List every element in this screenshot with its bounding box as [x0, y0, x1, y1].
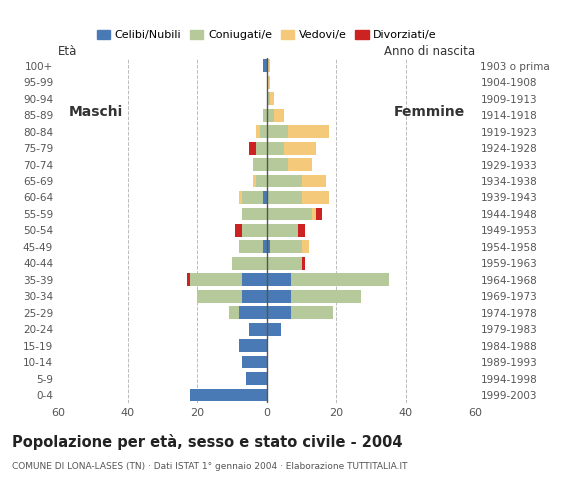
Bar [232, 257, 267, 270]
Bar [197, 290, 242, 303]
Bar [267, 257, 302, 270]
Bar [302, 175, 326, 188]
Bar [274, 109, 284, 121]
Text: Anno di nascita: Anno di nascita [385, 45, 476, 58]
Text: Età: Età [58, 45, 77, 58]
Bar [270, 240, 302, 253]
Bar [291, 290, 361, 303]
Bar [267, 323, 281, 336]
Bar [267, 224, 298, 237]
Bar [267, 125, 288, 138]
Bar [267, 60, 270, 72]
Text: COMUNE DI LONA-LASES (TN) · Dati ISTAT 1° gennaio 2004 · Elaborazione TUTTITALIA: COMUNE DI LONA-LASES (TN) · Dati ISTAT 1… [12, 462, 407, 471]
Bar [267, 158, 288, 171]
Bar [229, 306, 239, 319]
Bar [267, 142, 284, 155]
Bar [253, 175, 256, 188]
Bar [263, 60, 267, 72]
Legend: Celibi/Nubili, Coniugati/e, Vedovi/e, Divorziati/e: Celibi/Nubili, Coniugati/e, Vedovi/e, Di… [92, 25, 441, 45]
Bar [298, 224, 305, 237]
Bar [260, 125, 267, 138]
Bar [242, 356, 267, 369]
Bar [302, 240, 309, 253]
Bar [242, 207, 267, 220]
Bar [267, 109, 274, 121]
Bar [190, 388, 267, 401]
Bar [256, 142, 267, 155]
Bar [242, 290, 267, 303]
Bar [256, 175, 267, 188]
Bar [242, 191, 263, 204]
Bar [239, 191, 242, 204]
Bar [267, 76, 270, 89]
Bar [302, 191, 329, 204]
Bar [249, 142, 256, 155]
Bar [267, 273, 291, 286]
Bar [267, 290, 291, 303]
Bar [291, 306, 333, 319]
Bar [267, 175, 302, 188]
Bar [239, 240, 263, 253]
Bar [239, 339, 267, 352]
Bar [242, 224, 267, 237]
Bar [263, 191, 267, 204]
Bar [288, 158, 312, 171]
Bar [302, 257, 305, 270]
Bar [267, 240, 270, 253]
Bar [284, 142, 316, 155]
Bar [235, 224, 242, 237]
Bar [291, 273, 389, 286]
Bar [253, 158, 267, 171]
Bar [242, 273, 267, 286]
Bar [256, 125, 260, 138]
Bar [288, 125, 329, 138]
Bar [249, 323, 267, 336]
Bar [267, 92, 270, 105]
Bar [246, 372, 267, 385]
Bar [267, 207, 312, 220]
Bar [270, 92, 274, 105]
Text: Maschi: Maschi [68, 105, 123, 119]
Bar [190, 273, 242, 286]
Bar [312, 207, 316, 220]
Bar [263, 240, 267, 253]
Bar [267, 306, 291, 319]
Bar [316, 207, 322, 220]
Text: Femmine: Femmine [394, 105, 465, 119]
Bar [263, 109, 267, 121]
Bar [187, 273, 190, 286]
Text: Popolazione per età, sesso e stato civile - 2004: Popolazione per età, sesso e stato civil… [12, 434, 402, 450]
Bar [239, 306, 267, 319]
Bar [267, 191, 302, 204]
